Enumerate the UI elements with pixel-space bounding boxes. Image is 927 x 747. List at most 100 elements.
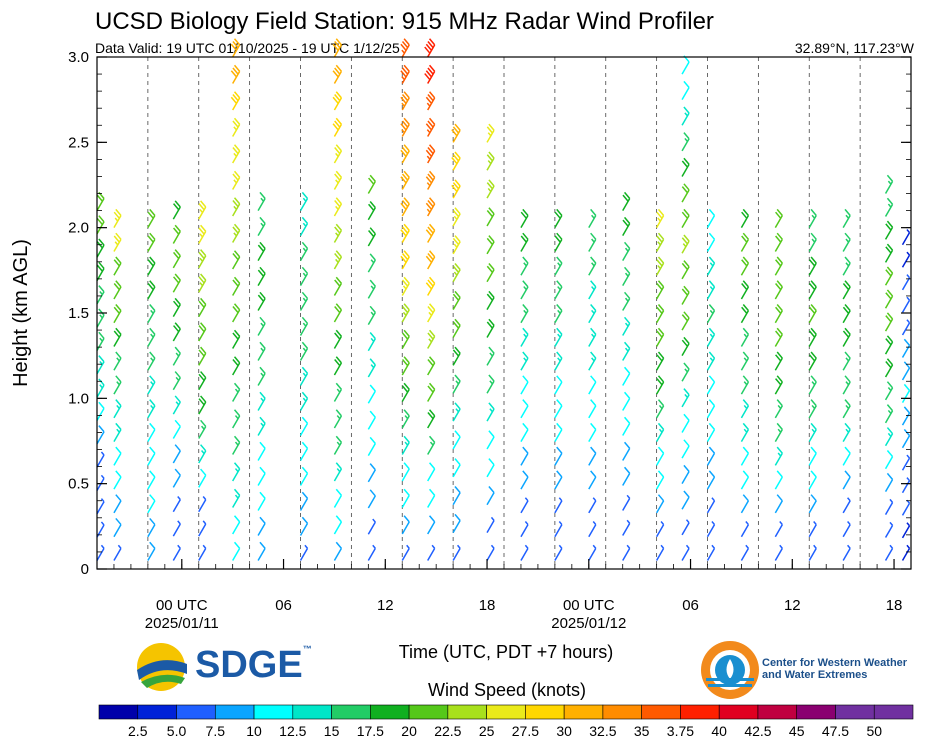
- wind-barb-half-feather: [523, 286, 527, 291]
- wind-barb-half-feather: [99, 314, 103, 319]
- wind-barb-staff: [427, 150, 436, 164]
- wind-barb-feather: [425, 123, 433, 131]
- wind-barb: [96, 331, 105, 351]
- wind-barb-staff: [401, 335, 410, 349]
- wind-barb: [681, 519, 690, 536]
- wind-barb: [486, 290, 495, 310]
- wind-barb-staff: [147, 238, 156, 252]
- wind-barb-feather: [335, 329, 342, 337]
- wind-barb-staff: [232, 468, 241, 482]
- wind-barb: [299, 216, 309, 236]
- wind-barb-feather: [115, 304, 122, 312]
- wind-barb-staff: [655, 452, 665, 466]
- wind-barb-feather: [401, 147, 409, 155]
- wind-barb: [622, 266, 631, 286]
- wind-barb-staff: [232, 203, 241, 217]
- colorbar-swatch: [525, 704, 565, 720]
- wind-barb-feather: [452, 293, 460, 301]
- wind-barb-feather: [486, 265, 494, 273]
- wind-barb-half-feather: [889, 521, 894, 526]
- wind-barb-half-feather: [557, 333, 561, 338]
- wind-barb-staff: [427, 547, 436, 561]
- wind-barb-feather: [741, 306, 748, 314]
- wind-barb: [808, 232, 817, 252]
- wind-barb: [425, 91, 436, 111]
- wind-barb-half-feather: [523, 357, 527, 362]
- wind-barb-feather: [401, 359, 409, 367]
- wind-barb-feather: [401, 306, 409, 314]
- wind-barb-feather: [681, 314, 689, 322]
- wind-barb-staff: [884, 318, 894, 332]
- wind-barb-staff: [198, 231, 207, 244]
- wind-barb: [681, 157, 690, 177]
- wind-barb-feather: [590, 399, 597, 407]
- wind-barb-half-feather: [845, 262, 850, 267]
- wind-barb: [520, 544, 529, 561]
- wind-barb: [520, 232, 529, 252]
- wind-barb-feather: [332, 96, 339, 104]
- wind-barb-half-feather: [302, 247, 307, 252]
- wind-barb-half-feather: [234, 494, 239, 499]
- wind-barb-feather: [590, 280, 597, 288]
- wind-barb: [520, 446, 529, 466]
- wind-barb-staff: [333, 309, 343, 323]
- wind-barb-feather: [301, 216, 309, 224]
- wind-barb: [588, 446, 597, 466]
- wind-barb-half-feather: [234, 468, 239, 473]
- wind-barb-feather: [401, 200, 409, 208]
- wind-barb-staff: [740, 547, 750, 561]
- wind-barb: [655, 422, 665, 442]
- wind-barb-feather: [149, 208, 156, 217]
- wind-barb-feather: [115, 446, 122, 454]
- wind-barb: [451, 151, 461, 171]
- wind-barb: [299, 316, 309, 336]
- wind-barb-staff: [96, 477, 105, 491]
- wind-barb-feather: [683, 183, 690, 191]
- wind-barb-feather: [427, 226, 434, 234]
- wind-barb: [740, 422, 750, 442]
- x-tick-date-label: 2025/01/11: [145, 615, 219, 632]
- wind-barb-feather: [683, 439, 690, 447]
- wind-barb: [706, 544, 716, 561]
- wind-barb-feather: [401, 279, 409, 287]
- wind-barb-feather: [776, 494, 783, 502]
- wind-barb-half-feather: [260, 372, 265, 377]
- wind-barb-half-feather: [304, 544, 309, 549]
- wind-barb-feather: [427, 41, 434, 49]
- wind-barb-feather: [403, 250, 410, 258]
- wind-barb-feather: [885, 292, 892, 300]
- wind-barb-half-feather: [335, 152, 339, 157]
- wind-barb: [147, 446, 156, 466]
- wind-barb-half-feather: [709, 309, 714, 314]
- wind-barb-staff: [333, 362, 343, 376]
- wind-barb-feather: [776, 327, 783, 335]
- y-tick-label: 2.5: [68, 134, 89, 151]
- wind-barb-staff: [96, 524, 105, 538]
- wind-barb-staff: [554, 405, 563, 419]
- wind-barb: [172, 200, 181, 220]
- wind-barb-staff: [452, 297, 461, 310]
- colorbar-tick-label: 32.5: [589, 723, 616, 739]
- wind-barb: [740, 375, 750, 395]
- wind-barb-half-feather: [685, 544, 690, 549]
- wind-barb-feather: [369, 384, 376, 392]
- wind-barb: [257, 216, 266, 236]
- wind-barb-staff: [774, 429, 783, 442]
- wind-barb-feather: [115, 399, 122, 407]
- wind-barb-staff: [520, 500, 529, 514]
- wind-barb-staff: [554, 547, 563, 561]
- wind-barb-feather: [452, 237, 460, 245]
- wind-barb: [147, 208, 156, 229]
- wind-barb-feather: [742, 304, 749, 312]
- wind-barb-feather: [623, 241, 631, 249]
- wind-barb-feather: [233, 223, 241, 231]
- wind-barb-staff: [172, 450, 181, 464]
- wind-barb: [622, 291, 631, 311]
- wind-barb-staff: [884, 272, 894, 286]
- wind-barb-half-feather: [845, 214, 850, 219]
- wind-barb-feather: [335, 409, 342, 417]
- wind-barb-feather: [556, 304, 563, 312]
- wind-barb: [622, 544, 631, 561]
- wind-barb-feather: [903, 383, 911, 391]
- wind-barb-staff: [427, 203, 436, 217]
